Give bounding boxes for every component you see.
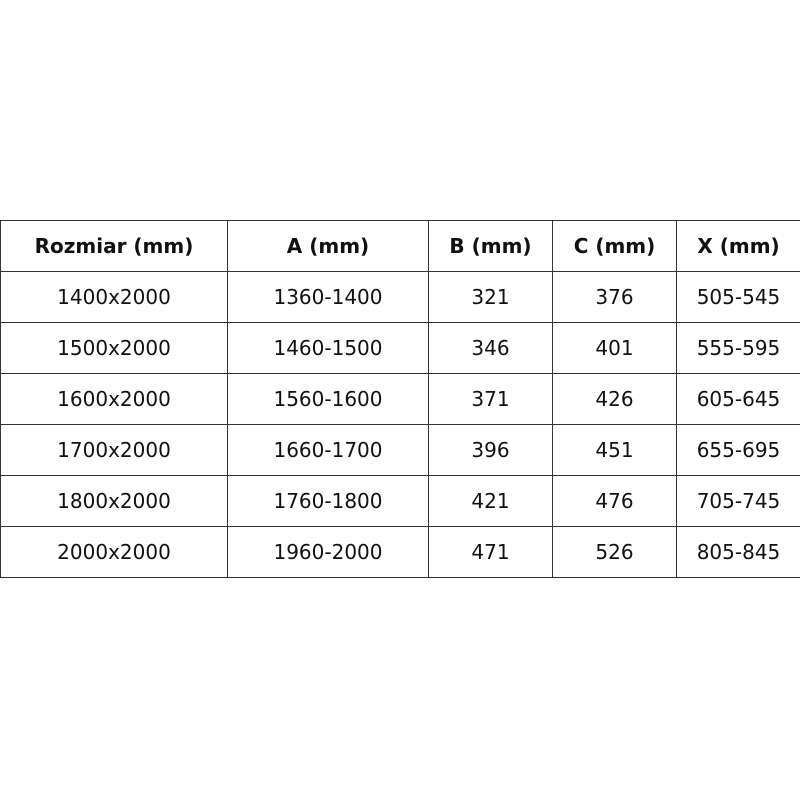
- cell-b: 371: [428, 373, 553, 425]
- cell-c: 526: [552, 526, 677, 578]
- cell-size: 1700x2000: [0, 424, 228, 476]
- cell-b: 471: [428, 526, 553, 578]
- table-row: 1400x2000 1360-1400 321 376 505-545: [0, 271, 800, 323]
- cell-a: 1960-2000: [227, 526, 429, 578]
- cell-b: 421: [428, 475, 553, 527]
- cell-size: 1500x2000: [0, 322, 228, 374]
- header-x: X (mm): [676, 220, 800, 272]
- cell-x: 655-695: [676, 424, 800, 476]
- cell-c: 451: [552, 424, 677, 476]
- table-row: 2000x2000 1960-2000 471 526 805-845: [0, 526, 800, 578]
- cell-x: 705-745: [676, 475, 800, 527]
- cell-a: 1660-1700: [227, 424, 429, 476]
- cell-a: 1760-1800: [227, 475, 429, 527]
- cell-c: 476: [552, 475, 677, 527]
- table-row: 1700x2000 1660-1700 396 451 655-695: [0, 424, 800, 476]
- cell-size: 2000x2000: [0, 526, 228, 578]
- cell-x: 805-845: [676, 526, 800, 578]
- table-row: 1600x2000 1560-1600 371 426 605-645: [0, 373, 800, 425]
- cell-b: 346: [428, 322, 553, 374]
- cell-size: 1600x2000: [0, 373, 228, 425]
- cell-x: 555-595: [676, 322, 800, 374]
- cell-b: 321: [428, 271, 553, 323]
- cell-size: 1400x2000: [0, 271, 228, 323]
- cell-x: 605-645: [676, 373, 800, 425]
- header-b: B (mm): [428, 220, 553, 272]
- cell-size: 1800x2000: [0, 475, 228, 527]
- cell-a: 1460-1500: [227, 322, 429, 374]
- dimensions-table: Rozmiar (mm) A (mm) B (mm) C (mm) X (mm)…: [0, 220, 800, 578]
- cell-c: 426: [552, 373, 677, 425]
- header-row: Rozmiar (mm) A (mm) B (mm) C (mm) X (mm): [0, 220, 800, 272]
- cell-c: 376: [552, 271, 677, 323]
- cell-x: 505-545: [676, 271, 800, 323]
- cell-a: 1560-1600: [227, 373, 429, 425]
- header-a: A (mm): [227, 220, 429, 272]
- cell-c: 401: [552, 322, 677, 374]
- table-row: 1500x2000 1460-1500 346 401 555-595: [0, 322, 800, 374]
- table-row: 1800x2000 1760-1800 421 476 705-745: [0, 475, 800, 527]
- cell-a: 1360-1400: [227, 271, 429, 323]
- cell-b: 396: [428, 424, 553, 476]
- header-c: C (mm): [552, 220, 677, 272]
- header-size: Rozmiar (mm): [0, 220, 228, 272]
